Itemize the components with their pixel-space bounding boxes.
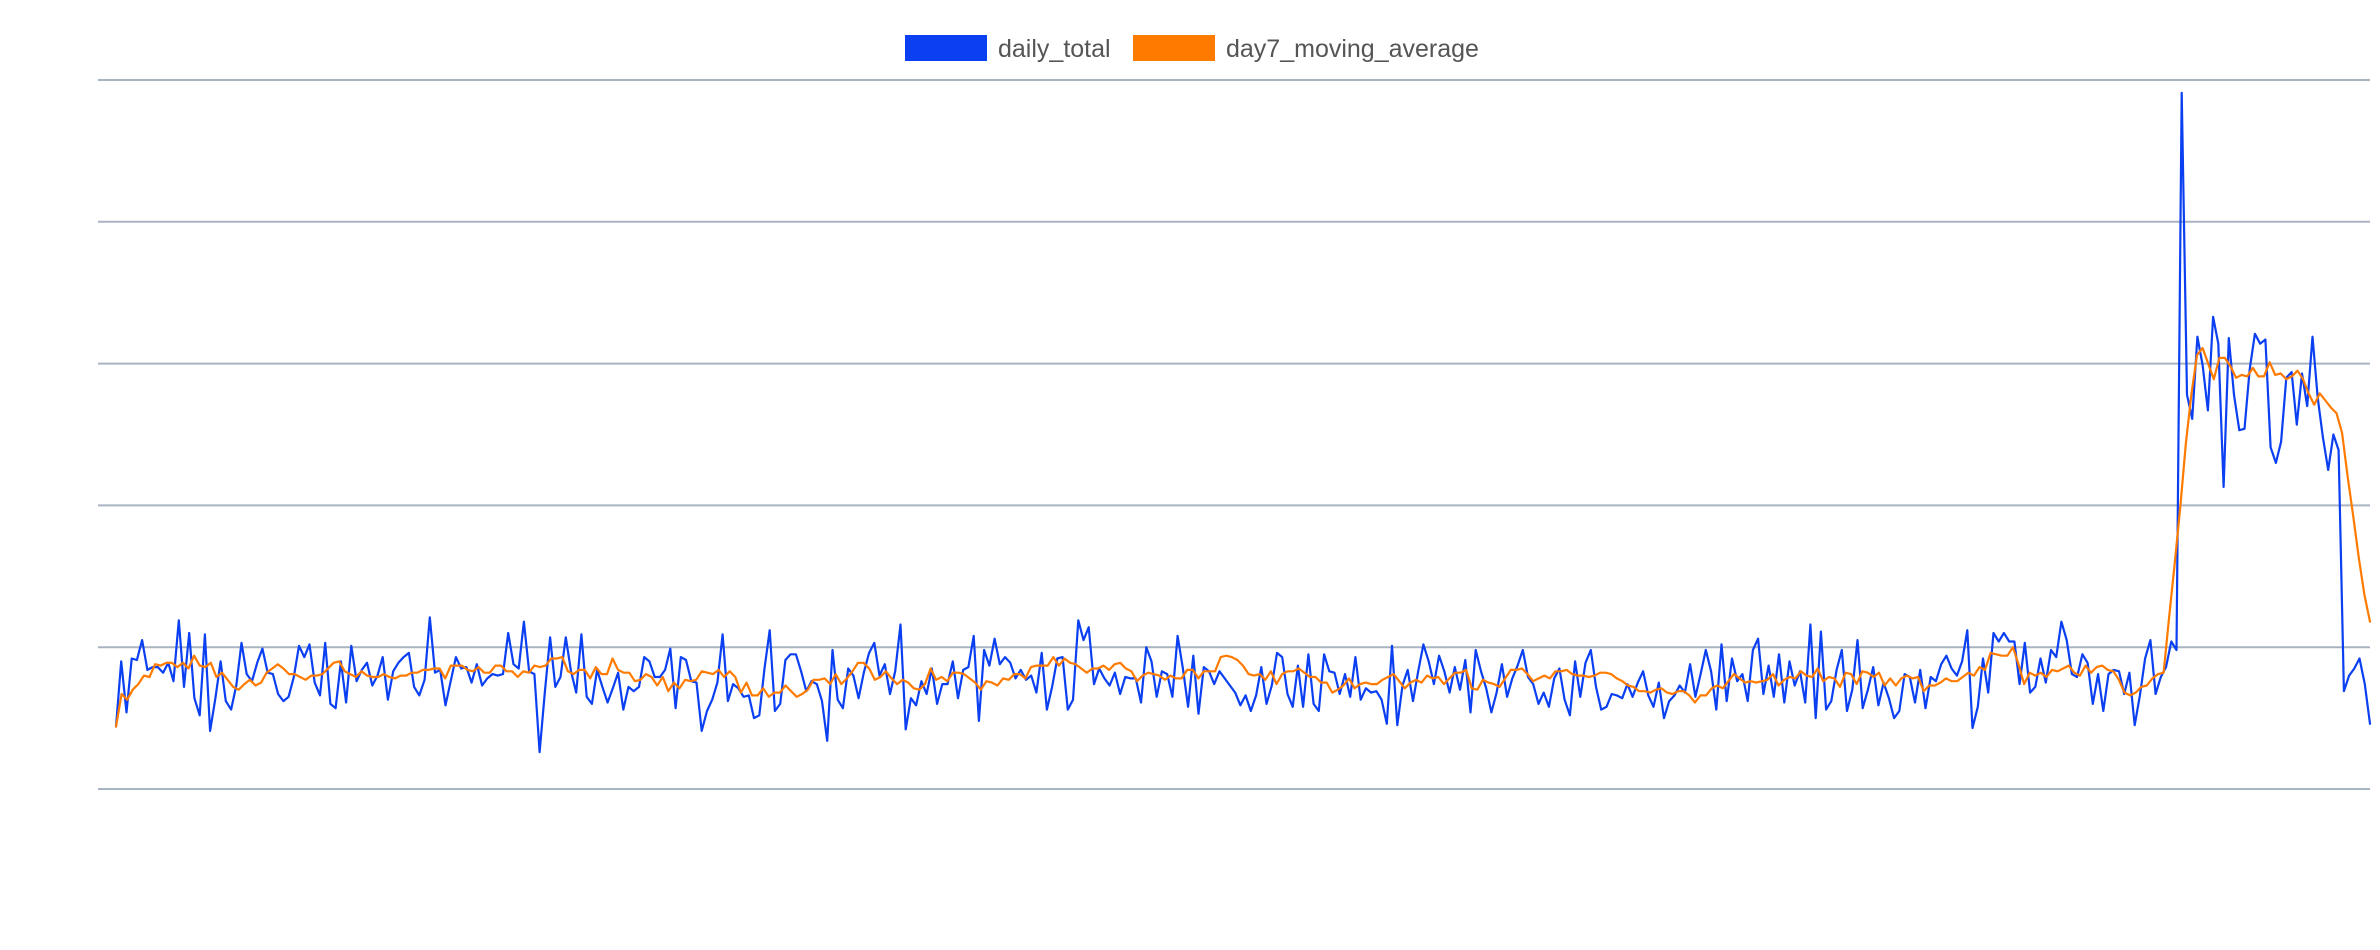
legend-item-daily-total[interactable]: daily_total (905, 35, 1111, 63)
series-group (114, 91, 2372, 754)
legend-swatch-daily-total (905, 35, 987, 61)
series-line-day7-moving-average (114, 346, 2372, 728)
series-line-daily-total (114, 91, 2372, 754)
legend: daily_total day7_moving_average (905, 35, 1479, 63)
legend-label-day7-moving-average: day7_moving_average (1226, 35, 1479, 63)
legend-swatch-day7-moving-average (1133, 35, 1215, 61)
gridlines (98, 79, 2370, 790)
legend-item-day7-moving-average[interactable]: day7_moving_average (1133, 35, 1479, 63)
legend-label-daily-total: daily_total (998, 35, 1111, 63)
